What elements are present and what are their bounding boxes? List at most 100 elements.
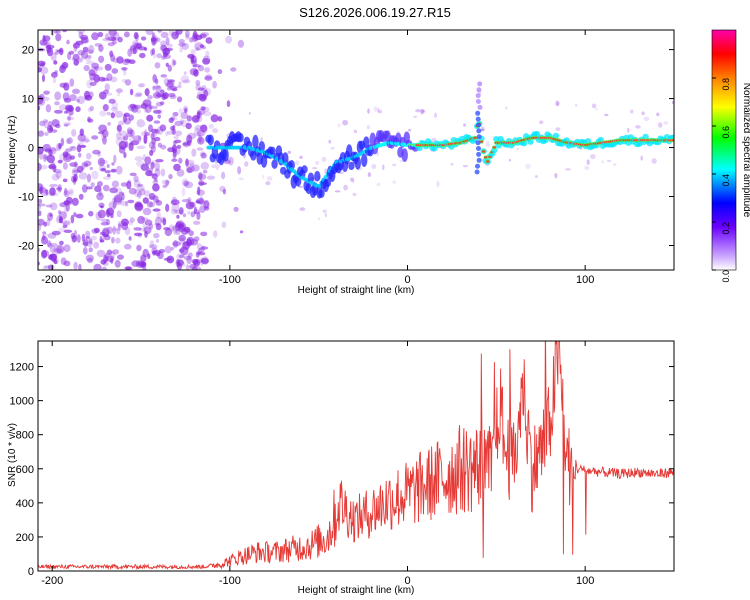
noise-dot: [51, 173, 60, 181]
noise-dot: [146, 114, 154, 122]
noise-dot: [155, 223, 162, 231]
noise-dot: [149, 240, 155, 249]
noise-dot: [102, 104, 109, 112]
noise-dot: [199, 205, 206, 213]
noise-dot: [139, 188, 146, 196]
noise-dot: [79, 128, 85, 137]
noise-dot: [101, 129, 109, 138]
noise-dot: [54, 101, 60, 106]
noise-dot: [181, 187, 186, 197]
noise-dot: [184, 181, 194, 189]
noise-dot: [73, 173, 78, 182]
noise-dot: [111, 68, 119, 74]
noise-dot: [117, 92, 121, 97]
noise-dot: [172, 240, 179, 248]
noise-dot: [99, 239, 105, 243]
ridge-blob: [282, 152, 289, 165]
noise-dot: [41, 249, 48, 259]
ridge-spike: [476, 134, 482, 140]
noise-dot: [262, 174, 265, 180]
noise-dot: [77, 30, 86, 35]
noise-dot: [123, 112, 130, 118]
noise-dot: [51, 230, 61, 236]
ridge-blob: [258, 141, 265, 153]
noise-dot: [294, 160, 300, 166]
noise-dot: [110, 112, 116, 119]
snr-series-line: [38, 341, 674, 571]
noise-dot: [136, 244, 142, 252]
noise-dot: [186, 255, 192, 265]
noise-dot: [62, 162, 68, 170]
noise-dot: [178, 234, 186, 242]
noise-dot: [40, 42, 49, 46]
noise-dot: [148, 244, 158, 249]
noise-dot: [73, 261, 78, 270]
noise-dot: [178, 108, 183, 114]
noise-dot: [212, 128, 219, 134]
noise-dot: [82, 247, 88, 255]
noise-dot: [172, 241, 182, 247]
colorbar-tick-label: 0.0: [721, 270, 731, 283]
noise-dot: [69, 162, 78, 168]
noise-dot: [116, 56, 124, 64]
noise-dot: [137, 183, 144, 187]
noise-dot: [153, 53, 156, 59]
ridge-spike: [476, 151, 482, 157]
noise-dot: [163, 227, 171, 231]
noise-dot: [328, 139, 332, 144]
noise-dot: [150, 161, 155, 170]
noise-dot: [177, 262, 182, 270]
noise-dot: [171, 144, 177, 154]
noise-dot: [80, 144, 87, 148]
noise-dot: [182, 79, 191, 84]
noise-dot: [107, 173, 111, 177]
noise-dot: [54, 109, 63, 114]
noise-dot: [193, 236, 200, 242]
noise-dot: [62, 220, 71, 226]
noise-dot: [77, 141, 84, 148]
noise-dot: [601, 160, 604, 164]
noise-dot: [516, 147, 520, 151]
snr-panel: -200 -100 0 100 0 200 400 600 800 1000 1200 Heigh…: [7, 340, 675, 596]
noise-dot: [48, 165, 54, 169]
noise-dot: [65, 148, 73, 152]
noise-dot: [555, 127, 561, 131]
noise-dot: [165, 179, 170, 187]
noise-dot: [99, 110, 107, 117]
noise-dot: [237, 166, 242, 175]
noise-dot: [129, 217, 135, 223]
noise-dot: [196, 211, 201, 220]
noise-dot: [142, 154, 147, 162]
noise-dot: [153, 109, 162, 114]
noise-dot: [49, 245, 56, 253]
noise-dot: [56, 187, 62, 191]
noise-dot: [58, 210, 62, 215]
noise-dot: [72, 88, 80, 95]
noise-dot: [108, 201, 118, 209]
noise-dot: [167, 80, 174, 85]
noise-dot: [78, 172, 88, 180]
noise-dot: [52, 77, 57, 84]
noise-dot: [133, 31, 139, 40]
noise-dot: [165, 131, 169, 137]
noise-dot: [160, 168, 166, 177]
noise-dot: [176, 169, 185, 177]
noise-dot: [221, 171, 226, 180]
noise-dot: [108, 250, 116, 259]
noise-dot: [112, 249, 120, 255]
noise-dot: [168, 92, 176, 98]
noise-dot: [154, 162, 160, 171]
noise-dot: [342, 119, 349, 126]
noise-dot: [42, 234, 46, 241]
noise-dot: [54, 91, 62, 101]
noise-dot: [117, 254, 124, 260]
noise-dot: [145, 30, 154, 36]
ridge-blob: [307, 172, 315, 183]
noise-dot: [174, 209, 183, 214]
noise-dot: [635, 125, 641, 129]
noise-dot: [52, 248, 61, 255]
noise-dot: [41, 96, 50, 102]
noise-dot: [216, 167, 219, 171]
noise-dot: [83, 65, 90, 72]
